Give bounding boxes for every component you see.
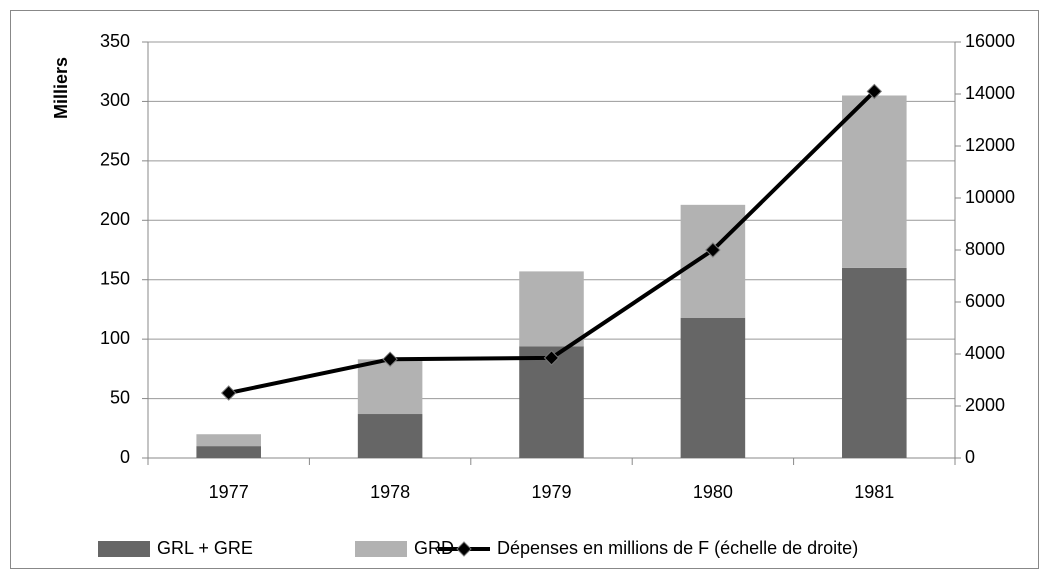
bar [680,204,746,318]
y2-tick-label: 4000 [965,343,1005,363]
y2-tick-label: 6000 [965,291,1005,311]
x-tick-label: 1977 [209,482,249,502]
legend-marker [456,541,472,557]
y2-tick-label: 10000 [965,187,1015,207]
y2-tick-label: 14000 [965,83,1015,103]
marker [382,351,398,367]
y-tick-label: 350 [100,31,130,51]
legend-label: GRL + GRE [157,538,253,558]
y-axis-label: Milliers [51,57,71,119]
marker [866,83,883,100]
bar [196,446,261,458]
x-tick-label: 1981 [854,482,894,502]
y-tick-label: 300 [100,90,130,110]
y-tick-label: 0 [120,447,130,467]
y2-tick-label: 8000 [965,239,1005,259]
bar [196,434,261,447]
legend-label: GRD [414,538,454,558]
bar [842,95,907,268]
marker [705,242,721,258]
y-tick-label: 50 [110,387,130,407]
legend-swatch [98,541,150,557]
marker [543,350,560,366]
y-tick-label: 250 [100,150,130,170]
bar [519,271,584,347]
bar [842,267,907,458]
y-tick-label: 100 [100,328,130,348]
legend-label: Dépenses en millions de F (échelle de dr… [497,538,858,558]
x-tick-label: 1978 [370,482,410,502]
y2-tick-label: 16000 [965,31,1015,51]
bar [680,317,746,458]
y2-tick-label: 0 [965,447,975,467]
y-tick-label: 200 [100,209,130,229]
legend-swatch [355,541,407,557]
y2-tick-label: 12000 [965,135,1015,155]
y2-tick-label: 2000 [965,395,1005,415]
y-tick-label: 150 [100,268,130,288]
bar [357,359,423,415]
bar [357,414,423,458]
x-tick-label: 1979 [531,482,571,502]
marker [220,385,237,401]
x-tick-label: 1980 [693,482,733,502]
